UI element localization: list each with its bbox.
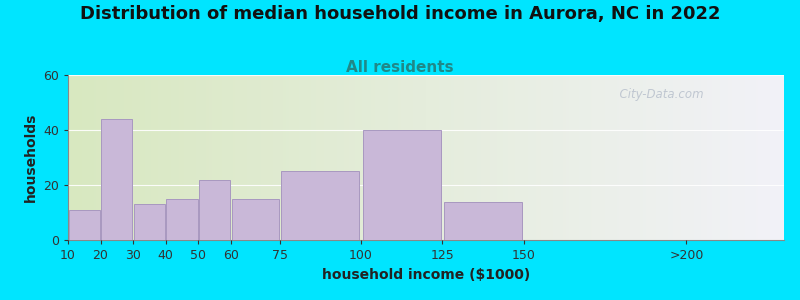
Text: Distribution of median household income in Aurora, NC in 2022: Distribution of median household income …	[80, 4, 720, 22]
Y-axis label: households: households	[23, 113, 38, 202]
Bar	[69, 210, 100, 240]
Bar	[362, 130, 441, 240]
Bar	[166, 199, 198, 240]
Text: All residents: All residents	[346, 60, 454, 75]
Bar	[444, 202, 522, 240]
X-axis label: household income ($1000): household income ($1000)	[322, 268, 530, 282]
Bar	[134, 204, 165, 240]
Bar	[281, 171, 359, 240]
Bar	[232, 199, 278, 240]
Bar	[101, 119, 133, 240]
Text: City-Data.com: City-Data.com	[612, 88, 704, 101]
Bar	[199, 179, 230, 240]
